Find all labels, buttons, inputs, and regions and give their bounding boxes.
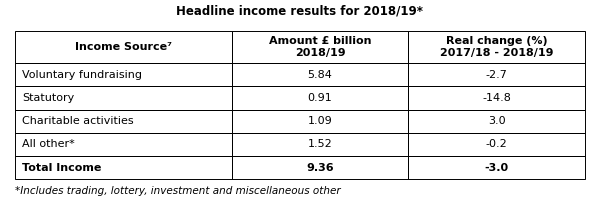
Text: Voluntary fundraising: Voluntary fundraising <box>22 70 142 80</box>
Text: Total Income: Total Income <box>22 163 101 173</box>
Bar <box>409 63 585 86</box>
Bar <box>232 63 408 86</box>
Bar <box>409 156 585 179</box>
Text: Charitable activities: Charitable activities <box>22 116 134 126</box>
Text: Amount £ billion
2018/19: Amount £ billion 2018/19 <box>269 36 371 58</box>
Bar <box>15 63 232 86</box>
Text: 9.36: 9.36 <box>306 163 334 173</box>
Text: -0.2: -0.2 <box>486 139 508 150</box>
Bar <box>15 156 232 179</box>
Bar <box>232 156 408 179</box>
Text: 5.84: 5.84 <box>308 70 332 80</box>
Bar <box>232 31 408 63</box>
Bar <box>15 31 232 63</box>
Text: Income Source⁷: Income Source⁷ <box>75 42 172 52</box>
Text: -2.7: -2.7 <box>486 70 508 80</box>
Text: All other*: All other* <box>22 139 75 150</box>
Bar <box>232 110 408 133</box>
Text: Headline income results for 2018/19*: Headline income results for 2018/19* <box>176 5 424 18</box>
Text: -3.0: -3.0 <box>485 163 509 173</box>
Bar <box>15 110 232 133</box>
Bar <box>409 110 585 133</box>
Bar <box>15 86 232 110</box>
Text: 1.09: 1.09 <box>308 116 332 126</box>
Text: 1.52: 1.52 <box>308 139 332 150</box>
Text: Statutory: Statutory <box>22 93 74 103</box>
Bar <box>15 133 232 156</box>
Text: 0.91: 0.91 <box>308 93 332 103</box>
Bar <box>409 133 585 156</box>
Bar <box>232 86 408 110</box>
Text: 3.0: 3.0 <box>488 116 505 126</box>
Text: Real change (%)
2017/18 - 2018/19: Real change (%) 2017/18 - 2018/19 <box>440 36 553 58</box>
Text: *Includes trading, lottery, investment and miscellaneous other: *Includes trading, lottery, investment a… <box>15 186 341 196</box>
Bar <box>409 86 585 110</box>
Bar <box>409 31 585 63</box>
Bar <box>232 133 408 156</box>
Text: -14.8: -14.8 <box>482 93 511 103</box>
